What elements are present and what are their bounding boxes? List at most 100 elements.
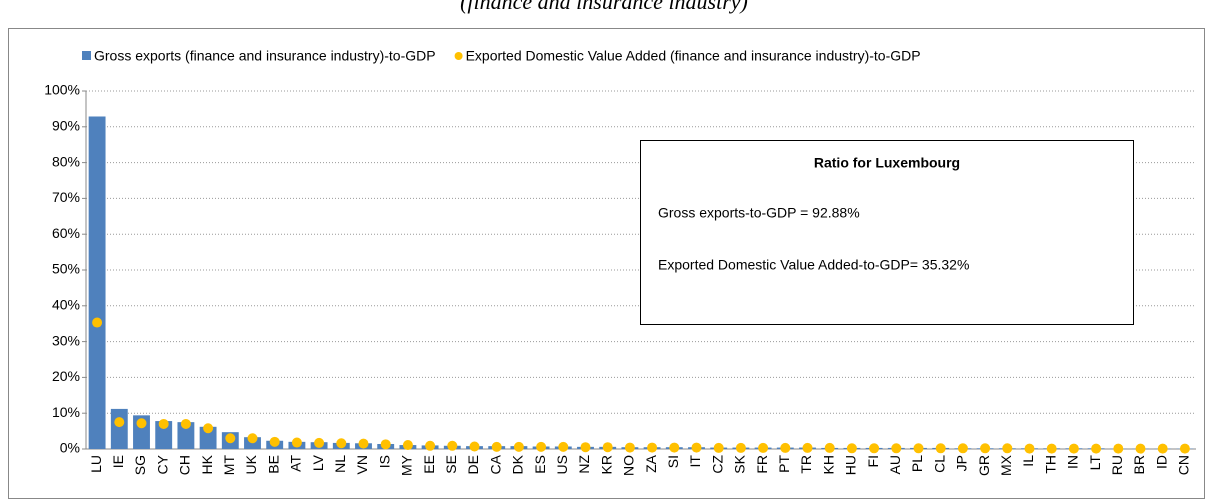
dot [314,438,324,448]
chart-title: (finance and insurance industry) [460,0,748,14]
dot [492,442,502,452]
dot [225,433,235,443]
x-tick-label: MT [221,455,237,476]
dot [914,443,924,453]
x-tick-label: GR [976,455,992,476]
x-tick-label: FI [865,455,881,467]
y-tick-label: 70% [52,189,80,205]
dot [292,438,302,448]
x-tick-label: NO [621,455,637,476]
dot [803,443,813,453]
x-tick-label: BR [1131,455,1147,474]
dot [403,440,413,450]
dot [758,443,768,453]
dot [336,438,346,448]
x-tick-label: AT [288,455,304,472]
x-tick-label: ID [1153,455,1169,469]
x-tick-label: TR [798,455,814,474]
dot [669,443,679,453]
x-tick-label: CL [931,455,947,473]
x-tick-label: DK [510,454,526,474]
legend-swatch [82,51,91,60]
x-tick-label: DE [465,455,481,474]
dot [114,417,124,427]
y-tick-label: 80% [52,153,80,169]
dot [1069,444,1079,454]
dot [1091,444,1101,454]
x-tick-label: CY [154,454,170,474]
x-tick-label: EE [421,455,437,474]
dot [248,433,258,443]
annotation-line: Exported Domestic Value Added-to-GDP= 35… [658,257,969,273]
y-tick-label: 100% [44,82,80,98]
x-tick-label: LV [310,454,326,471]
x-tick-label: MY [399,454,415,476]
x-tick-label: HK [199,454,215,474]
dot [1002,443,1012,453]
dot [647,443,657,453]
dot [1025,444,1035,454]
x-tick-label: SI [665,455,681,468]
dot [1113,444,1123,454]
bar [111,409,128,449]
y-tick-label: 20% [52,368,80,384]
dot [581,442,591,452]
x-tick-label: ZA [643,454,659,473]
x-tick-label: LU [88,455,104,473]
x-tick-label: IS [376,455,392,468]
legend-swatch [455,52,463,60]
dot [381,439,391,449]
x-tick-label: BE [265,455,281,474]
x-tick-label: IT [687,455,703,468]
annotation-line: Gross exports-to-GDP = 92.88% [658,205,860,221]
dot [692,443,702,453]
dot [425,441,435,451]
y-tick-label: 40% [52,297,80,313]
bar [89,116,106,449]
dot [536,442,546,452]
x-tick-label: KH [820,455,836,474]
x-tick-label: ES [532,455,548,474]
x-tick-label: CZ [709,455,725,474]
dot [1047,444,1057,454]
x-tick-label: CA [487,454,503,474]
x-tick-label: IE [110,455,126,468]
dot [514,442,524,452]
x-tick-label: CH [177,455,193,475]
x-tick-label: RU [1109,455,1125,475]
x-tick-label: IL [1020,455,1036,467]
y-tick-label: 60% [52,225,80,241]
dot [603,442,613,452]
legend-label: Exported Domestic Value Added (finance a… [466,48,921,64]
x-tick-label: JP [954,455,970,471]
dot [137,418,147,428]
y-tick-label: 0% [60,440,80,456]
dot [1136,444,1146,454]
x-tick-label: IN [1065,455,1081,469]
x-tick-label: US [554,455,570,474]
x-tick-label: HU [843,455,859,475]
y-tick-label: 10% [52,404,80,420]
dot [203,423,213,433]
dot [270,437,280,447]
x-tick-label: TH [1042,455,1058,474]
dot [736,443,746,453]
x-tick-label: SE [443,455,459,474]
x-tick-label: SG [132,455,148,475]
dot [958,443,968,453]
x-tick-label: NL [332,455,348,473]
x-tick-label: MX [998,454,1014,476]
x-tick-label: VN [354,455,370,474]
dot [1158,444,1168,454]
y-tick-label: 50% [52,261,80,277]
x-tick-label: FR [754,455,770,474]
dot [825,443,835,453]
x-tick-label: AU [887,455,903,474]
dot [181,419,191,429]
dot [447,441,457,451]
dot [159,419,169,429]
dot [936,443,946,453]
dot [847,443,857,453]
x-tick-label: LT [1087,455,1103,471]
dot [625,443,635,453]
